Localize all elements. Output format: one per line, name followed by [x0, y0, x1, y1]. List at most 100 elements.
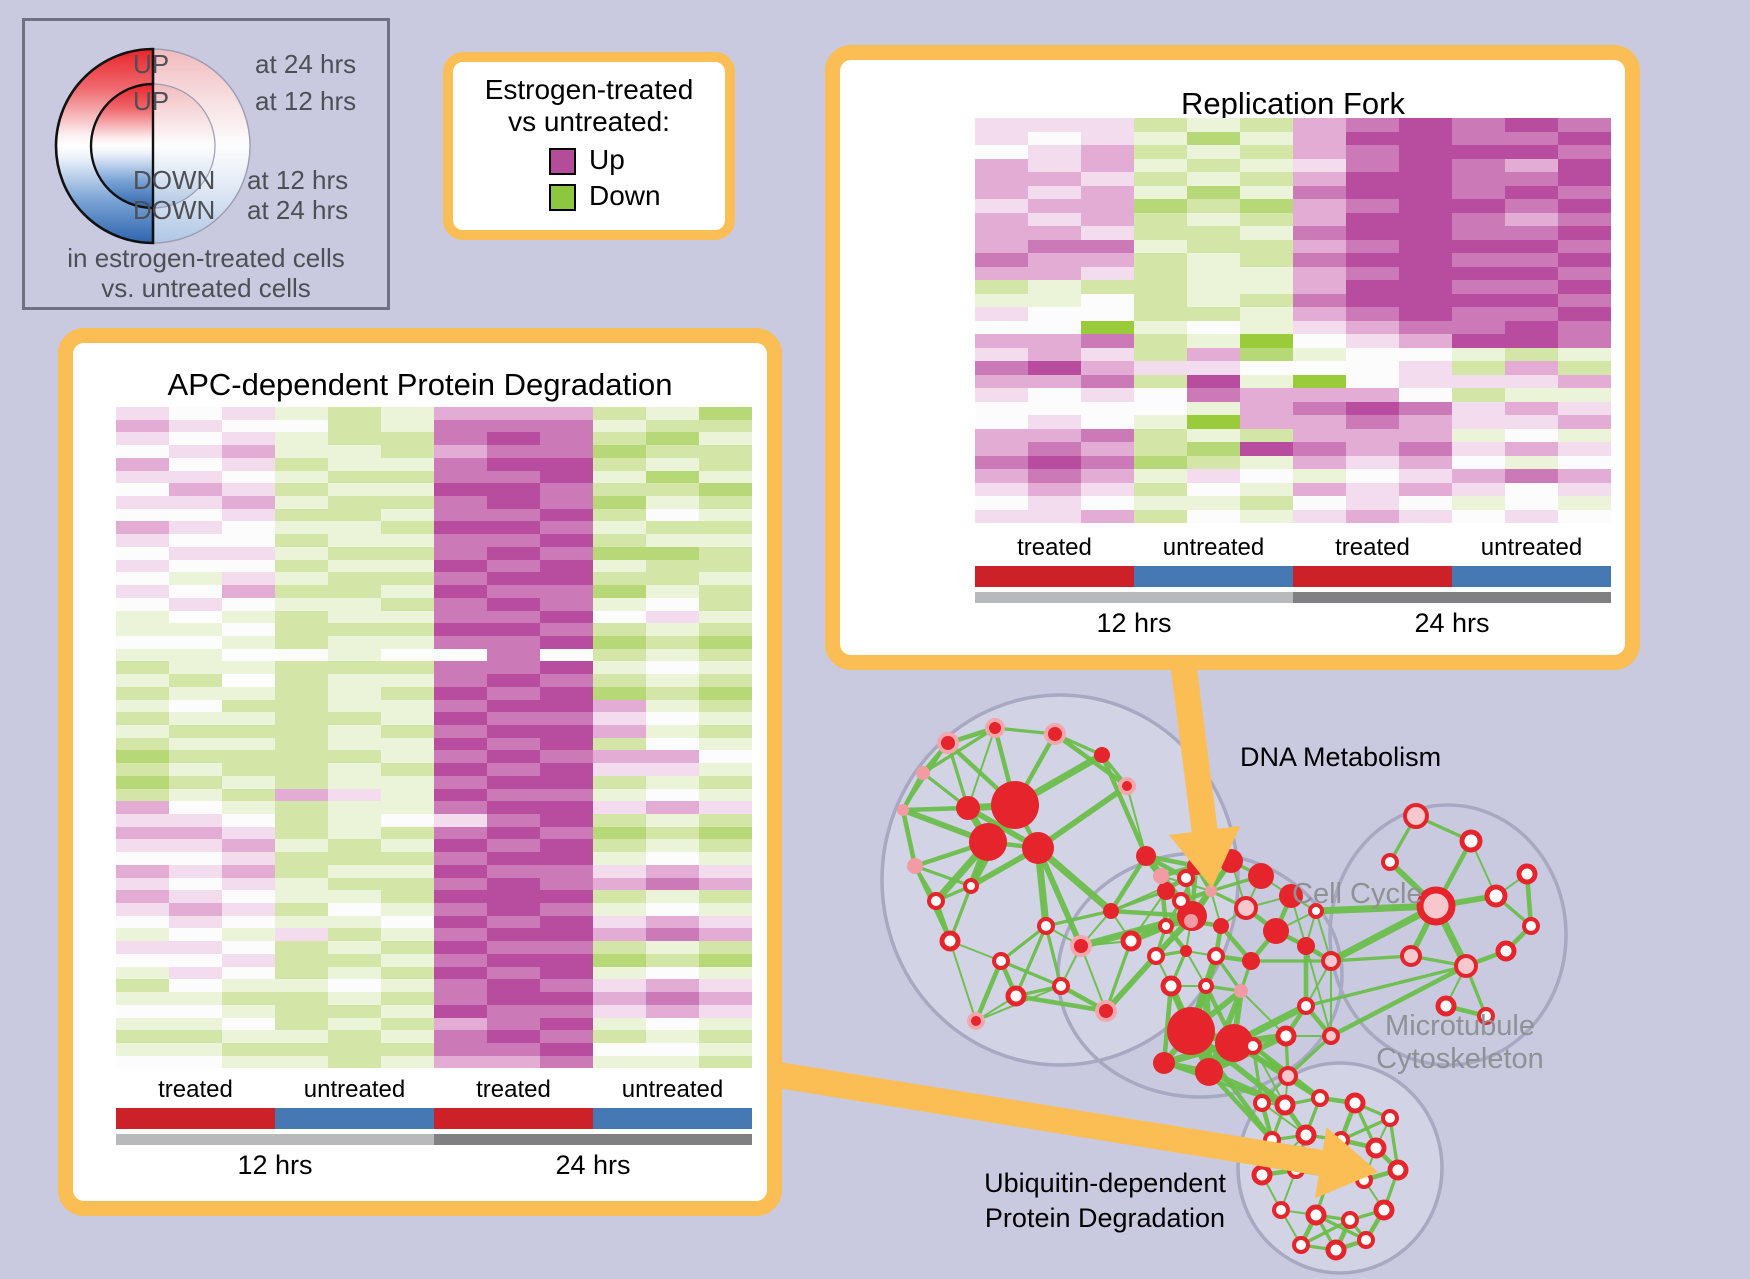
network-node-ring — [1365, 1137, 1387, 1159]
rf-time-label: 12 hrs — [1096, 608, 1172, 638]
connector-arrow-head-1 — [1314, 1127, 1378, 1199]
rf-condition-bar — [975, 566, 1611, 587]
legend-caption-line1: in estrogen-treated cells — [67, 243, 345, 273]
network-edge — [1000, 959, 1062, 988]
legend-up12-time: at 12 hrs — [255, 86, 357, 116]
network-node-ring — [1244, 1037, 1262, 1055]
network-node-ring — [1158, 918, 1174, 934]
rf-cond-label: treated — [1335, 534, 1410, 561]
legend-down12-time: at 12 hrs — [247, 165, 349, 195]
network-node-ring — [1522, 917, 1540, 935]
network-node-ring — [1484, 884, 1508, 908]
apc-cond-label: treated — [476, 1076, 551, 1103]
network-node-solid — [991, 781, 1039, 829]
network-edge — [973, 960, 1004, 1022]
network-node-halo — [967, 1012, 985, 1030]
network-node-solid — [1213, 918, 1229, 934]
network-node-ring — [1295, 1124, 1317, 1146]
network-edge — [1126, 785, 1147, 857]
network-node-ring — [1147, 947, 1165, 965]
network-node-ring — [1435, 995, 1457, 1017]
apc-condition-labels: treated untreated treated untreated — [116, 1076, 752, 1104]
legend-up24-word: UP — [133, 49, 170, 79]
network-edge — [1300, 1218, 1351, 1247]
network-edge — [1161, 985, 1174, 1064]
updown-circles — [54, 47, 251, 245]
network-node-bigpink — [1416, 886, 1456, 926]
network-node-ring — [1381, 853, 1399, 871]
legend-down24-word: DOWN — [133, 195, 216, 225]
network-node-ring — [927, 892, 945, 910]
network-edge — [1330, 954, 1412, 963]
network-node-ring — [1120, 930, 1142, 952]
network-node-halo — [1118, 777, 1136, 795]
rf-time-label: 24 hrs — [1414, 608, 1490, 638]
apc-time-bar — [116, 1134, 752, 1145]
network-node-ring — [939, 930, 961, 952]
network-node-solid — [1153, 1052, 1175, 1074]
connector-arrow-head-0 — [1168, 825, 1241, 888]
network-edge — [1014, 925, 1048, 997]
network-node-ring — [1308, 903, 1324, 919]
rf-time-labels: 12 hrs 24 hrs — [975, 608, 1611, 639]
network-node-ring — [1172, 892, 1190, 910]
network-edge — [1109, 854, 1148, 913]
cluster-label-cell-cycle: Cell Cycle — [1292, 878, 1423, 910]
connector-arrow-shaft-0 — [1170, 660, 1218, 835]
network-node-halo — [1044, 723, 1066, 745]
network-node-solid — [1180, 945, 1192, 957]
network-node-ring — [1037, 917, 1055, 935]
network-edge — [1035, 846, 1084, 948]
network-node-ring — [1495, 940, 1517, 962]
microtubule-line2: Cytoskeleton — [1376, 1043, 1544, 1075]
network-node-pinkring — [1278, 1066, 1298, 1086]
network-edge — [949, 940, 977, 1022]
network-node-solid — [1136, 846, 1156, 866]
network-node-ring — [1325, 1239, 1347, 1261]
network-node-pink — [907, 858, 923, 874]
network-node-pink — [916, 766, 930, 780]
cluster-label-microtubule: Microtubule Cytoskeleton — [1355, 1010, 1565, 1076]
apc-condition-bar — [116, 1108, 752, 1129]
legend-caption-line2: vs. untreated cells — [101, 273, 311, 303]
network-edge — [967, 727, 996, 809]
network-node-ring — [1459, 829, 1483, 853]
network-node-ring — [1052, 977, 1070, 995]
network-edge — [1329, 902, 1438, 965]
network-node-ring — [963, 878, 979, 894]
network-node-ring — [1357, 1231, 1375, 1249]
network-node-ring — [1198, 978, 1214, 994]
legend-up12-word: UP — [133, 86, 170, 116]
network-node-pink — [1184, 914, 1198, 928]
network-node-ring — [1275, 1025, 1297, 1047]
network-node-pink — [1234, 984, 1248, 998]
network-node-pink — [1153, 868, 1169, 884]
rf-cond-label: treated — [1017, 534, 1092, 561]
network-node-solid — [1279, 884, 1303, 908]
cluster-label-dna-metabolism: DNA Metabolism — [1240, 742, 1442, 772]
network-node-solid — [1297, 937, 1315, 955]
network-node-solid — [1022, 832, 1054, 864]
network-node-ring — [1373, 1199, 1395, 1221]
network-node-ring — [1344, 1092, 1366, 1114]
network-edge — [1207, 1070, 1274, 1142]
rf-condition-labels: treated untreated treated untreated — [975, 534, 1611, 562]
network-node-halo — [985, 718, 1005, 738]
network-node-ring — [1272, 1201, 1290, 1219]
connector-arrow-shaft-1 — [757, 1059, 1325, 1176]
network-node-ring — [1387, 1159, 1409, 1181]
up-color-swatch — [549, 148, 576, 175]
network-edge — [900, 771, 926, 812]
network-edge — [1035, 845, 1114, 914]
ubiquitin-line2: Protein Degradation — [984, 1203, 1226, 1233]
network-node-ring — [1207, 947, 1225, 965]
network-node-solid — [1215, 1024, 1253, 1062]
network-node-solid — [1103, 903, 1119, 919]
updown-legend-box: Estrogen-treated vs untreated: Up Down — [443, 52, 735, 240]
network-node-ring — [1177, 869, 1195, 887]
rf-cond-label: untreated — [1480, 534, 1583, 561]
network-node-solid — [956, 796, 980, 820]
updown-legend-title2: vs untreated: — [508, 106, 670, 137]
network-edge — [1315, 902, 1437, 915]
